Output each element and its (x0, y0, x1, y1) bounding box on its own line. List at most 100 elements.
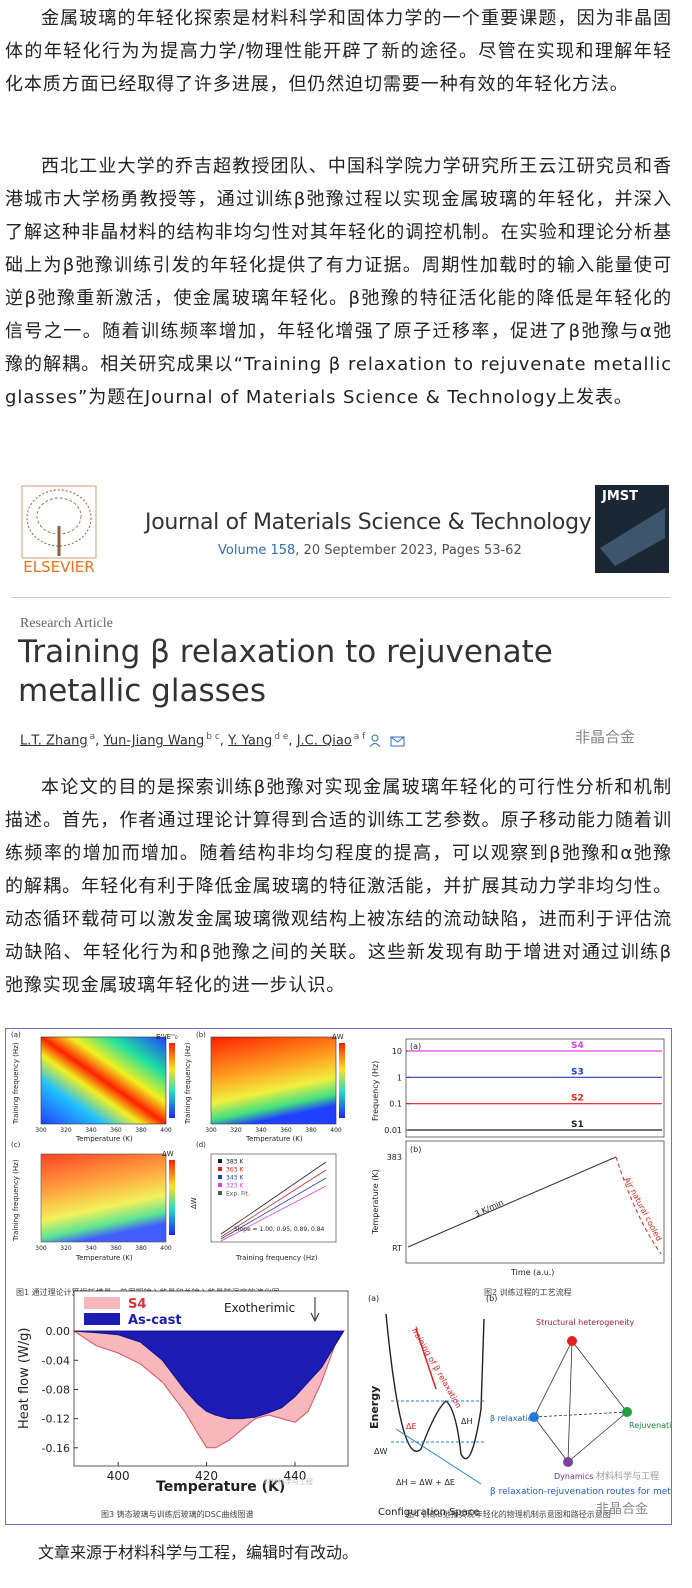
colorbar-label: E''/E''₀ (156, 1033, 178, 1041)
legend-swatch (218, 1183, 222, 1187)
separator (12, 597, 670, 598)
x-tick-label: 360 (110, 1127, 122, 1134)
watermark: 非晶合金 (596, 1501, 648, 1517)
separator: , (95, 733, 100, 749)
series-label: S2 (571, 1094, 584, 1104)
series-label: S3 (571, 1067, 584, 1077)
annotation: ΔH (461, 1417, 473, 1426)
x-axis-label: Time (a.u.) (510, 1268, 554, 1277)
x-tick-label: 400 (160, 1245, 172, 1252)
volume-link[interactable]: Volume 158 (218, 543, 296, 558)
author-name[interactable]: Y. Yang (228, 733, 273, 749)
figure-4: (a) (b) Training of β relaxation ΔE ΔH Δ… (368, 1294, 672, 1519)
annotation: Training of β relaxation (409, 1325, 463, 1410)
colorbar (169, 1043, 175, 1118)
watermark: 材料科学与工程 (264, 1477, 313, 1486)
x-tick-label: 380 (135, 1127, 147, 1134)
colorbar-label: ΔW (162, 1150, 174, 1158)
legend-label: 343 K (226, 1175, 244, 1182)
colorbar (169, 1160, 175, 1235)
legend-swatch (84, 1313, 120, 1325)
y-tick-label: 10 (392, 1047, 402, 1056)
x-tick-label: 440 (284, 1469, 307, 1483)
affiliation: a f (353, 732, 366, 742)
paragraph: 西北工业大学的乔吉超教授团队、中国科学院力学研究所王云江研究员和香港城市大学杨勇… (5, 156, 672, 408)
x-tick-label: 340 (85, 1127, 97, 1134)
y-tick-label: RT (392, 1244, 402, 1253)
series-label: S1 (571, 1120, 584, 1130)
y-axis-label: Temperature (K) (371, 1169, 380, 1235)
node-label: Dynamics (554, 1472, 593, 1481)
elsevier-logo: ELSEVIER (21, 485, 97, 576)
y-tick-label: 0.1 (389, 1100, 402, 1109)
figure-2: 0.01 0.1 1 10 S4 S3 S2 S1 (a) (b) Frequency (Hz… (371, 1038, 665, 1297)
diamond (533, 1340, 628, 1463)
panel-label: (a) (368, 1294, 379, 1303)
x-tick-label: 300 (35, 1127, 47, 1134)
y-axis-label: Energy (368, 1386, 381, 1429)
x-tick-label: 340 (85, 1245, 97, 1252)
legend-label: As-cast (128, 1313, 182, 1328)
author-name[interactable]: L.T. Zhang (20, 733, 88, 749)
paragraph: 金属玻璃的年轻化探索是材料科学和固体力学的一个重要课题，因为非晶固体的年轻化行为… (5, 8, 672, 95)
panel-label: (c) (11, 1141, 21, 1149)
person-icon[interactable] (371, 734, 379, 742)
article-type: Research Article (20, 616, 113, 631)
publisher: ELSEVIER (23, 558, 94, 576)
node-label: Structural heterogeneity (536, 1318, 635, 1327)
frequency-plot: 0.01 0.1 1 10 S4 S3 S2 S1 (384, 1041, 662, 1135)
area (73, 1330, 345, 1420)
legend-swatch (218, 1167, 222, 1171)
figure-panel: (a) (b) (c) (d) E''/E''₀ ΔW ΔW Training … (5, 1028, 672, 1525)
legend-label: 363 K (226, 1167, 244, 1174)
tangent-line (395, 1428, 482, 1485)
x-tick-label: 300 (35, 1245, 47, 1252)
author-name[interactable]: J.C. Qiao (296, 733, 352, 749)
affiliation: a (89, 732, 96, 742)
legend-label: 323 K (226, 1183, 244, 1190)
x-tick-label: 340 (255, 1127, 267, 1134)
x-tick-label: 420 (195, 1469, 218, 1483)
x-tick-label: 300 (205, 1127, 217, 1134)
x-tick-label: 320 (60, 1127, 72, 1134)
node (563, 1457, 573, 1467)
person-icon[interactable] (369, 742, 381, 748)
slope-annotation: Slope = 1.00, 0.95, 0.89, 0.84 (234, 1226, 325, 1233)
author-name[interactable]: Yun-Jiang Wang (103, 733, 205, 749)
arrow (415, 1328, 437, 1390)
y-axis-label: Training frequency (Hz) (184, 1042, 192, 1125)
y-tick-label: 0.00 (46, 1325, 71, 1338)
author-icons[interactable] (369, 734, 409, 748)
caption: 图3 铸态玻璃与训练后玻璃的DSC曲线图谱 (101, 1509, 253, 1519)
article-title: Training β relaxation to rejuvenate meta… (18, 634, 553, 709)
mail-icon[interactable] (391, 736, 405, 743)
fit-lines (220, 1161, 327, 1242)
watermark: 非晶合金 (575, 728, 636, 746)
y-axis-label: Heat flow (W/g) (17, 1327, 32, 1429)
caption: 图2 训练过程的工艺流程 (484, 1287, 572, 1297)
x-tick-label: 400 (107, 1469, 130, 1483)
logo-tree (26, 489, 92, 547)
mail-icon[interactable] (390, 736, 405, 747)
y-tick-label: -0.12 (42, 1413, 70, 1426)
x-axis-label: Temperature (K) (75, 1254, 133, 1262)
legend-swatch (84, 1297, 120, 1309)
x-tick-label: 380 (135, 1245, 147, 1252)
panel-title: β relaxation-rejuvenation routes for met… (490, 1487, 672, 1497)
separator: , (219, 733, 224, 749)
x-tick-label: 400 (160, 1127, 172, 1134)
x-axis-label: Temperature (K) (156, 1479, 285, 1495)
node (567, 1336, 577, 1346)
y-tick-label: -0.08 (42, 1383, 70, 1396)
colorbar (339, 1043, 345, 1118)
x-ticks: 300 320 340 360 380 400 300 320 340 360 380 400 300 3… (35, 1127, 342, 1252)
x-axis-label: Temperature (K) (245, 1135, 303, 1143)
cover-art (600, 508, 665, 566)
y-tick-label: -0.04 (42, 1354, 70, 1367)
colorbar-label: ΔW (332, 1033, 344, 1041)
